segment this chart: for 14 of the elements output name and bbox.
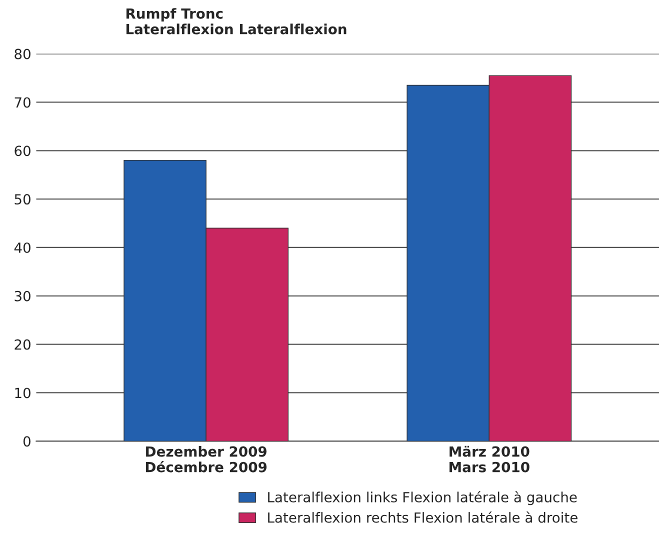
y-tick-label: 10 <box>15 388 30 398</box>
y-tick-label: 80 <box>14 48 30 60</box>
y-tick-label: 50 <box>14 194 30 205</box>
x-tick-label: März 2010 Mars 2010 <box>450 446 530 472</box>
y-tick-label: 60 <box>14 146 30 156</box>
legend-label: Lateralflexion links Flexion latérale à gauche <box>268 491 577 506</box>
y-tick-label: 70 <box>14 97 30 108</box>
x-tick-label: Dezember 2009 Décembre 2009 <box>146 446 267 472</box>
y-tick-label: 0 <box>23 436 30 447</box>
y-tick-label: 20 <box>14 339 30 350</box>
y-tick-label: 30 <box>14 290 30 302</box>
legend-label: Lateralflexion rechts Flexion latérale à droite <box>268 512 578 523</box>
y-tick-label: 40 <box>14 242 30 253</box>
chart-title: Rumpf Tronc Lateralflexion Lateralflexion <box>126 8 346 34</box>
